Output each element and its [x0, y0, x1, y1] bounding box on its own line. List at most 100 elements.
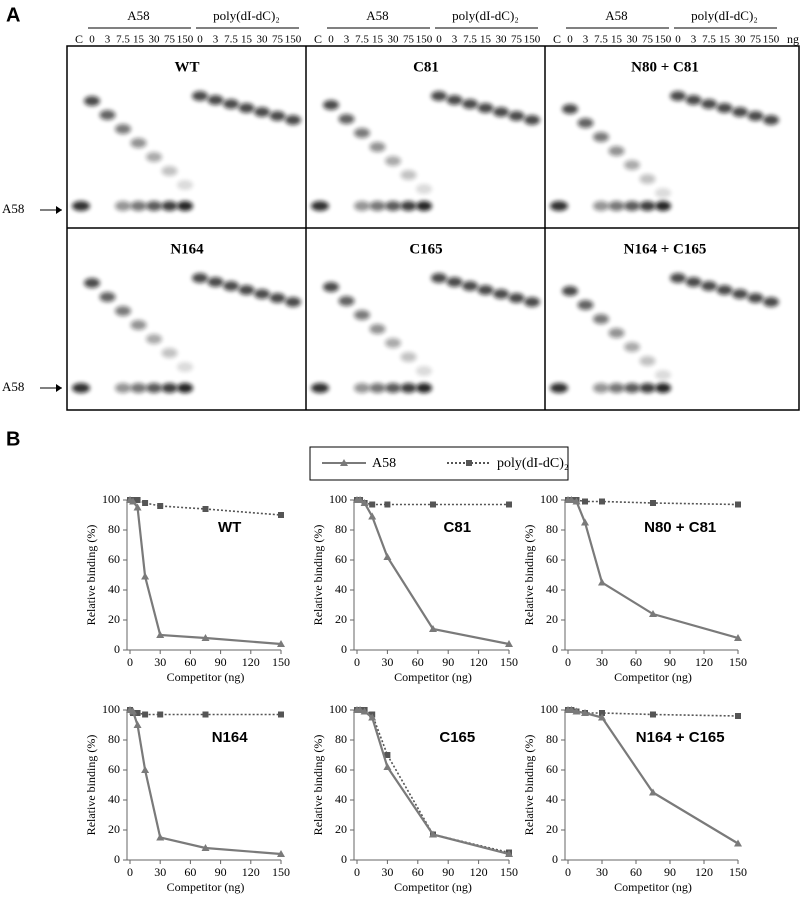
x-tick-label: 120	[695, 865, 713, 879]
lane-label: 0	[567, 34, 573, 46]
y-tick-label: 40	[546, 792, 558, 806]
y-tick-label: 60	[546, 762, 558, 776]
y-tick-label: 100	[102, 702, 120, 716]
y-tick-label: 100	[540, 492, 558, 506]
gel-band	[593, 383, 609, 393]
gel-band	[84, 96, 100, 106]
x-tick-label: 30	[381, 865, 393, 879]
point	[598, 578, 606, 586]
panel-label: B	[6, 428, 20, 450]
chart-title: N164 + C165	[636, 729, 725, 746]
gel-title: C81	[413, 59, 439, 75]
chart-title: N164	[212, 729, 249, 746]
gel-band	[550, 383, 568, 393]
lane-label: 150	[655, 34, 672, 46]
lane-label: 3	[344, 34, 350, 46]
gel-band	[639, 383, 656, 393]
point	[157, 711, 164, 718]
lane-label: 0	[436, 34, 442, 46]
point	[201, 844, 210, 851]
point	[567, 496, 576, 503]
point	[505, 640, 513, 647]
gel-band	[72, 201, 90, 211]
legend-label: A58	[372, 456, 396, 471]
lane-label: 3	[213, 34, 219, 46]
gel-band	[655, 370, 671, 380]
y-tick-label: 0	[114, 852, 120, 866]
y-tick-label: 100	[329, 492, 347, 506]
lane-label: 150	[763, 34, 780, 46]
x-tick-label: 150	[272, 655, 290, 669]
y-axis-label: Relative binding (%)	[84, 735, 98, 836]
lane-label: 15	[611, 34, 623, 46]
gel-band	[624, 383, 640, 393]
gel-band	[400, 383, 417, 393]
y-tick-label: 0	[114, 642, 120, 656]
lane-label: 0	[328, 34, 334, 46]
point	[141, 572, 150, 580]
lane-label: 150	[177, 34, 194, 46]
gel-band	[161, 348, 178, 358]
gel-band	[593, 132, 609, 142]
x-tick-label: 150	[500, 655, 518, 669]
point	[599, 710, 605, 716]
gel-band	[416, 383, 432, 393]
gel-band	[238, 103, 255, 113]
point	[567, 706, 576, 713]
gel-band	[130, 383, 147, 393]
gel-band	[477, 103, 494, 113]
control-label: C	[553, 32, 561, 46]
series-line	[129, 709, 282, 856]
gel-band	[269, 293, 286, 303]
gel-band	[462, 99, 478, 109]
lane-label: 7.5	[463, 34, 477, 46]
x-tick-label: 60	[184, 865, 196, 879]
y-tick-label: 20	[546, 612, 558, 626]
lane-label: 3	[691, 34, 697, 46]
lane-label: 15	[241, 34, 253, 46]
y-tick-label: 80	[335, 522, 347, 536]
gel-band	[99, 110, 116, 120]
gel-band	[161, 166, 178, 176]
y-tick-label: 60	[335, 552, 347, 566]
gel-band	[146, 152, 162, 162]
gel-band	[508, 111, 525, 121]
y-tick-label: 0	[341, 852, 347, 866]
competitor-label: A58	[127, 8, 149, 23]
gel-band	[716, 285, 733, 295]
lane-label: 75	[164, 34, 176, 46]
gel-band	[655, 383, 671, 393]
y-tick-label: 40	[335, 582, 347, 596]
gel-band	[701, 99, 717, 109]
gel-band	[462, 281, 478, 291]
y-tick-label: 40	[335, 792, 347, 806]
gel-band	[207, 95, 224, 105]
y-tick-label: 20	[546, 822, 558, 836]
x-tick-label: 150	[729, 865, 747, 879]
gel-band	[477, 285, 494, 295]
gel-band	[685, 95, 702, 105]
legend-marker	[340, 459, 348, 466]
gel-band	[130, 138, 147, 148]
lane-label: 15	[719, 34, 731, 46]
gel-band	[416, 366, 432, 376]
gel-band	[508, 293, 525, 303]
gel-band	[177, 362, 193, 372]
lane-label: 75	[642, 34, 654, 46]
gel-band	[146, 201, 162, 211]
gel-band	[238, 285, 255, 295]
y-axis-label: Relative binding (%)	[311, 525, 325, 626]
panel-label: A	[6, 4, 20, 26]
y-tick-label: 40	[546, 582, 558, 596]
gel-band	[115, 306, 131, 316]
point	[202, 711, 209, 718]
gel-area	[72, 91, 779, 393]
gel-band	[608, 146, 625, 156]
point	[429, 625, 437, 632]
gel-band	[493, 107, 509, 117]
probe-label: A58	[2, 379, 24, 394]
y-tick-label: 0	[552, 642, 558, 656]
gel-band	[550, 201, 568, 211]
lane-label: 0	[675, 34, 681, 46]
